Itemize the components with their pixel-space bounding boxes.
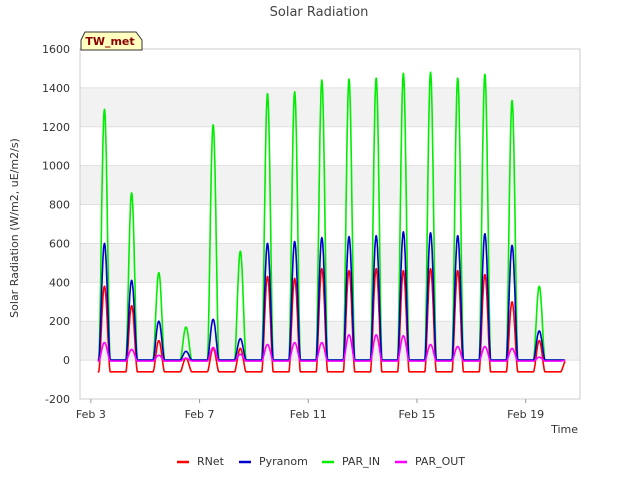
- y-tick-label: 800: [49, 199, 70, 212]
- y-tick-label: 200: [49, 315, 70, 328]
- series-line-pyranom: [97, 231, 566, 361]
- site-badge-shape: [80, 31, 143, 51]
- x-tick-label: Feb 3: [76, 408, 106, 421]
- chart-title: Solar Radiation: [270, 5, 369, 20]
- series-line-rnet: [97, 267, 566, 373]
- x-tick-label: Feb 15: [398, 408, 435, 421]
- x-tick-label: Feb 19: [507, 408, 544, 421]
- y-tick-label: 1600: [42, 43, 70, 56]
- site-badge-label: TW_met: [85, 35, 134, 48]
- y-tick-label: 0: [63, 354, 70, 367]
- y-axis-label: Solar Radiation (W/m2, uE/m2/s): [8, 138, 21, 318]
- y-tick-label: 1200: [42, 121, 70, 134]
- site-badge: TW_met: [80, 31, 143, 51]
- plot-bands: [80, 87, 580, 361]
- legend-label: PAR_OUT: [415, 455, 465, 468]
- x-axis-ticks: Feb 3 Feb 7 Feb 11 Feb 15 Feb 19: [76, 399, 544, 421]
- x-tick-label: Feb 11: [290, 408, 327, 421]
- legend-label: PAR_IN: [342, 455, 380, 468]
- legend: RNet Pyranom PAR_IN PAR_OUT: [177, 455, 465, 468]
- series-line-par-out: [97, 334, 566, 362]
- plot-band: [80, 87, 580, 127]
- y-tick-label: 1000: [42, 160, 70, 173]
- x-axis-label: Time: [550, 423, 578, 436]
- y-axis-ticks: -200 0 200 400 600 800 1000 1200 1400 1600: [42, 43, 70, 406]
- plot-frame: [79, 48, 581, 400]
- series-lines: [97, 71, 566, 373]
- x-tick-label: Feb 7: [185, 408, 215, 421]
- y-tick-label: 1400: [42, 82, 70, 95]
- y-tick-label: 600: [49, 237, 70, 250]
- plot-band: [80, 243, 580, 283]
- y-tick-label: -200: [45, 393, 70, 406]
- legend-label: RNet: [197, 455, 225, 468]
- legend-label: Pyranom: [259, 455, 308, 468]
- plot-band: [80, 165, 580, 205]
- y-tick-label: 400: [49, 276, 70, 289]
